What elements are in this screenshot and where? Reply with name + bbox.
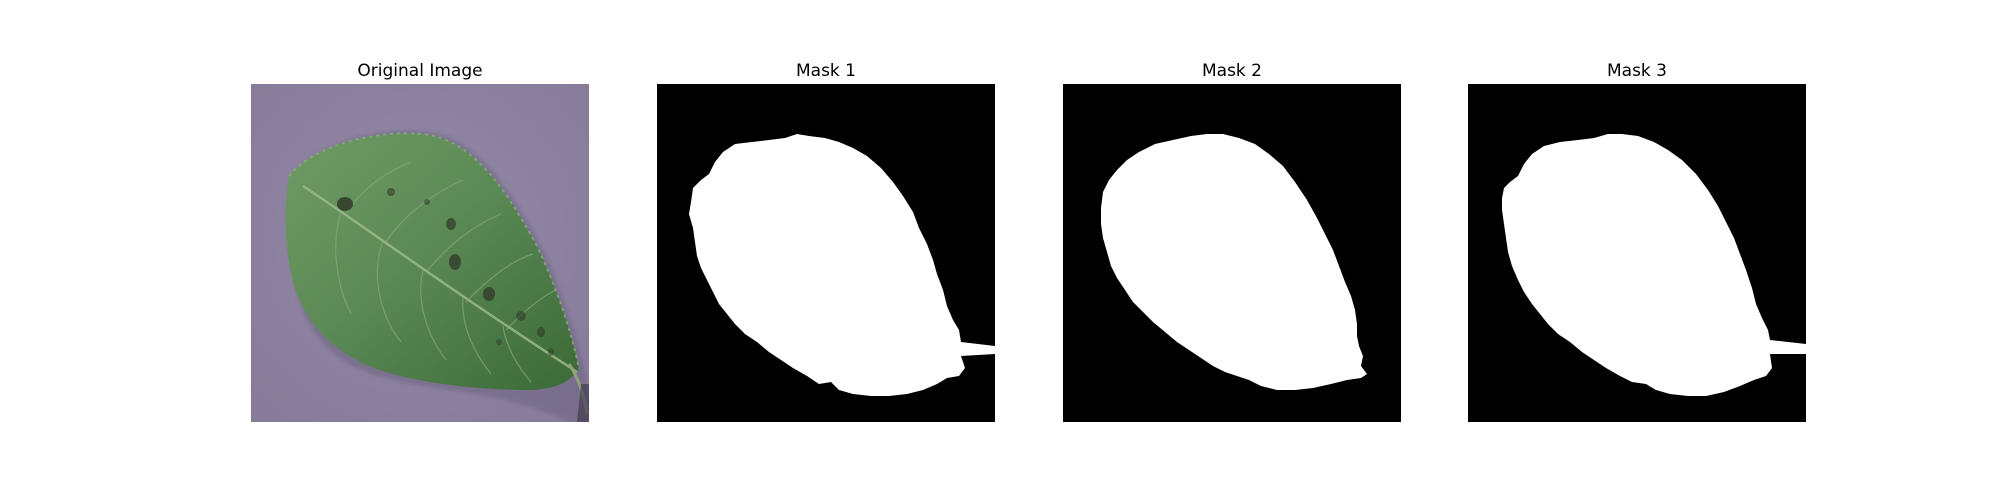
mask-3-panel: Mask 3 (1468, 58, 1806, 422)
mask-1-shape (689, 134, 995, 396)
mask-2-shape (1101, 134, 1367, 390)
mask-3-image (1468, 84, 1806, 422)
original-leaf-photo (251, 84, 589, 422)
mask-1-panel: Mask 1 (657, 58, 995, 422)
mask-1-image (657, 84, 995, 422)
panel-title-original: Original Image (357, 61, 483, 81)
leaf-stem-shadow (577, 384, 589, 422)
original-image-panel: Original Image (251, 58, 589, 422)
leaf-spots (337, 188, 554, 356)
panel-title-mask-1: Mask 1 (795, 61, 856, 81)
panel-title-mask-3: Mask 3 (1606, 61, 1667, 81)
mask-2-panel: Mask 2 (1063, 58, 1401, 422)
leaf-midrib (302, 184, 578, 374)
panel-title-mask-2: Mask 2 (1201, 61, 1262, 81)
mask-2-image (1063, 84, 1401, 422)
leaf-veins (335, 161, 557, 383)
mask-3-shape (1502, 134, 1806, 396)
leaf-edge (288, 132, 580, 370)
